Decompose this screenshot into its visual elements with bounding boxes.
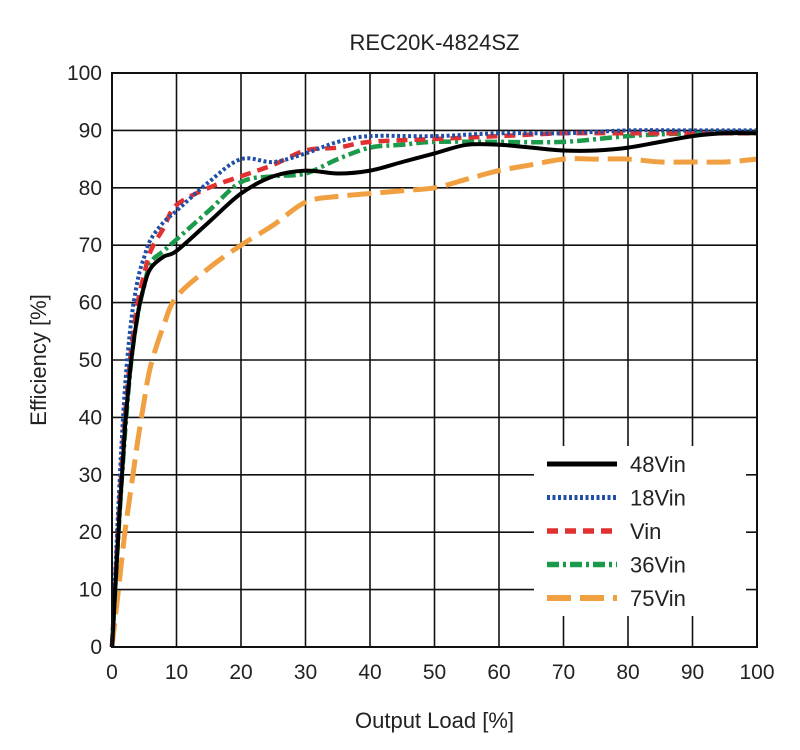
x-tick-label: 70 xyxy=(552,661,575,684)
series-lines xyxy=(109,128,758,648)
legend-label: Vin xyxy=(630,519,661,544)
plot-frame xyxy=(111,72,758,648)
y-tick-label: 90 xyxy=(79,119,102,142)
x-tick-label: 20 xyxy=(229,661,252,684)
y-tick-label: 0 xyxy=(90,636,102,659)
y-tick-label: 100 xyxy=(67,62,102,85)
x-tick-label: 90 xyxy=(681,661,704,684)
x-axis-title: Output Load [%] xyxy=(355,708,514,733)
series-line-75vin xyxy=(109,156,758,648)
series-line-18vin xyxy=(110,128,757,648)
y-tick-label: 40 xyxy=(79,406,102,429)
x-tick-label: 0 xyxy=(106,661,118,684)
legend-label: 48Vin xyxy=(630,452,686,477)
y-tick-label: 50 xyxy=(79,349,102,372)
x-tick-labels: 0 10 20 30 40 50 60 70 80 90 100 xyxy=(106,661,774,684)
x-tick-label: 50 xyxy=(423,661,446,684)
series-line-48vin xyxy=(110,131,758,648)
legend-label: 18Vin xyxy=(630,486,686,511)
x-tick-label: 60 xyxy=(487,661,510,684)
y-tick-label: 60 xyxy=(79,292,102,315)
y-tick-label: 30 xyxy=(79,464,102,487)
legend-label: 36Vin xyxy=(630,553,686,578)
legend-label: 75Vin xyxy=(630,586,686,611)
y-tick-label: 80 xyxy=(79,177,102,200)
chart-title: REC20K-4824SZ xyxy=(350,30,520,55)
y-axis-title: Efficiency [%] xyxy=(26,294,51,426)
x-tick-label: 40 xyxy=(358,661,381,684)
y-tick-label: 10 xyxy=(79,579,102,602)
y-tick-label: 70 xyxy=(79,234,102,257)
y-tick-label: 20 xyxy=(79,521,102,544)
x-tick-label: 30 xyxy=(294,661,317,684)
x-tick-label: 10 xyxy=(165,661,188,684)
x-tick-label: 100 xyxy=(739,661,774,684)
x-tick-label: 80 xyxy=(616,661,639,684)
y-tick-labels: 0 10 20 30 40 50 60 70 80 90 100 xyxy=(67,62,102,659)
legend: 48Vin 18Vin Vin 36Vin 75Vin xyxy=(534,446,746,616)
